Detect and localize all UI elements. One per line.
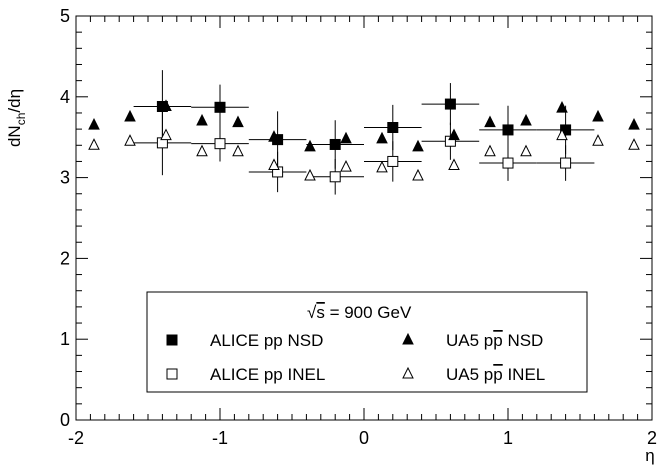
series-ua5_nsd <box>88 99 640 152</box>
data-point-alice_inel <box>214 138 226 150</box>
legend: √s = 900 GeV ALICE pp NSD UA5 pp NSDALICE… <box>146 291 588 393</box>
legend-label-ua5_inel: UA5 pp INEL <box>446 365 545 384</box>
legend-header-text: √s = 900 GeV <box>307 303 412 322</box>
data-point-ua5_inel <box>520 144 532 157</box>
legend-marker-ua5_inel <box>402 366 414 379</box>
legend-box <box>146 291 588 393</box>
legend-marker-ua5_nsd <box>402 332 414 345</box>
legend-entry-ua5_inel: UA5 pp INEL <box>402 365 545 384</box>
series-alice_inel <box>133 110 595 195</box>
data-point-ua5_inel <box>196 144 208 157</box>
data-point-alice_inel <box>329 171 341 183</box>
data-point-ua5_inel <box>628 138 640 150</box>
data-point-ua5_nsd <box>556 100 568 113</box>
data-point-alice_nsd <box>560 124 572 136</box>
legend-marker-alice_nsd <box>166 334 178 346</box>
legend-entry-ua5_nsd: UA5 pp NSD <box>402 331 543 350</box>
legend-label-alice_nsd: ALICE pp NSD <box>210 331 323 350</box>
sqrt-symbol: √ <box>307 303 317 322</box>
plot-area <box>88 70 640 195</box>
data-point-ua5_nsd <box>628 117 640 130</box>
data-point-ua5_nsd <box>196 113 208 126</box>
data-point-alice_nsd <box>502 124 514 136</box>
series-ua5_inel <box>88 128 640 181</box>
data-point-ua5_nsd <box>592 109 604 122</box>
data-point-ua5_nsd <box>448 128 460 141</box>
data-point-ua5_nsd <box>376 131 388 144</box>
y-tick-label: 5 <box>60 6 70 26</box>
axis-ticks <box>75 15 653 421</box>
legend-label-alice_inel: ALICE pp INEL <box>210 365 325 384</box>
x-tick-label: -2 <box>68 428 84 448</box>
tick-labels: -2 -1 0 1 2 0 1 2 3 4 5 <box>60 6 657 448</box>
data-point-alice_nsd <box>444 98 456 110</box>
data-point-ua5_inel <box>484 144 496 157</box>
y-tick-label: 3 <box>60 168 70 188</box>
data-point-ua5_inel <box>232 144 244 157</box>
data-point-ua5_nsd <box>412 139 424 152</box>
data-point-ua5_inel <box>448 158 460 170</box>
data-point-ua5_inel <box>160 128 172 141</box>
legend-entries: ALICE pp NSD UA5 pp NSD ALICE pp INEL UA5 p… <box>166 331 545 384</box>
data-point-alice_inel <box>502 157 514 169</box>
legend-header: √s = 900 GeV <box>307 303 412 322</box>
legend-label-ua5_nsd: UA5 pp NSD <box>446 331 543 350</box>
y-tick-label: 2 <box>60 248 70 268</box>
data-point-ua5_nsd <box>124 109 136 122</box>
legend-marker-alice_inel <box>166 368 178 380</box>
data-point-alice_nsd <box>387 122 399 134</box>
data-point-ua5_nsd <box>160 99 172 111</box>
x-axis-title: η <box>645 446 654 465</box>
data-point-ua5_nsd <box>520 113 532 126</box>
data-point-ua5_nsd <box>304 139 316 152</box>
data-point-alice_nsd <box>214 101 226 113</box>
data-point-ua5_inel <box>124 134 136 146</box>
data-point-ua5_nsd <box>268 130 280 142</box>
x-tick-label: 0 <box>359 428 369 448</box>
series-alice_nsd <box>133 70 595 169</box>
x-tick-label: 1 <box>503 428 513 448</box>
data-point-ua5_inel <box>268 158 280 170</box>
legend-entry-alice_nsd: ALICE pp NSD <box>166 331 323 350</box>
data-point-ua5_nsd <box>340 131 352 144</box>
data-point-ua5_inel <box>304 168 316 181</box>
data-point-alice_inel <box>387 155 399 167</box>
y-tick-label: 4 <box>60 87 70 107</box>
data-point-ua5_inel <box>88 138 100 150</box>
x-tick-label: 2 <box>647 428 657 448</box>
data-point-ua5_inel <box>340 159 352 172</box>
legend-entry-alice_inel: ALICE pp INEL <box>166 365 325 384</box>
data-point-ua5_inel <box>412 168 424 181</box>
data-point-ua5_nsd <box>88 117 100 130</box>
data-point-alice_inel <box>560 157 572 169</box>
data-point-ua5_nsd <box>232 115 244 128</box>
x-tick-label: -1 <box>212 428 228 448</box>
data-point-ua5_inel <box>376 160 388 173</box>
data-point-ua5_inel <box>556 128 568 141</box>
data-point-ua5_nsd <box>484 115 496 128</box>
data-point-alice_nsd <box>329 138 341 150</box>
y-tick-label: 0 <box>60 410 70 430</box>
data-point-ua5_inel <box>592 134 604 146</box>
y-tick-label: 1 <box>60 329 70 349</box>
y-axis-title: dNch/dη <box>5 89 28 147</box>
